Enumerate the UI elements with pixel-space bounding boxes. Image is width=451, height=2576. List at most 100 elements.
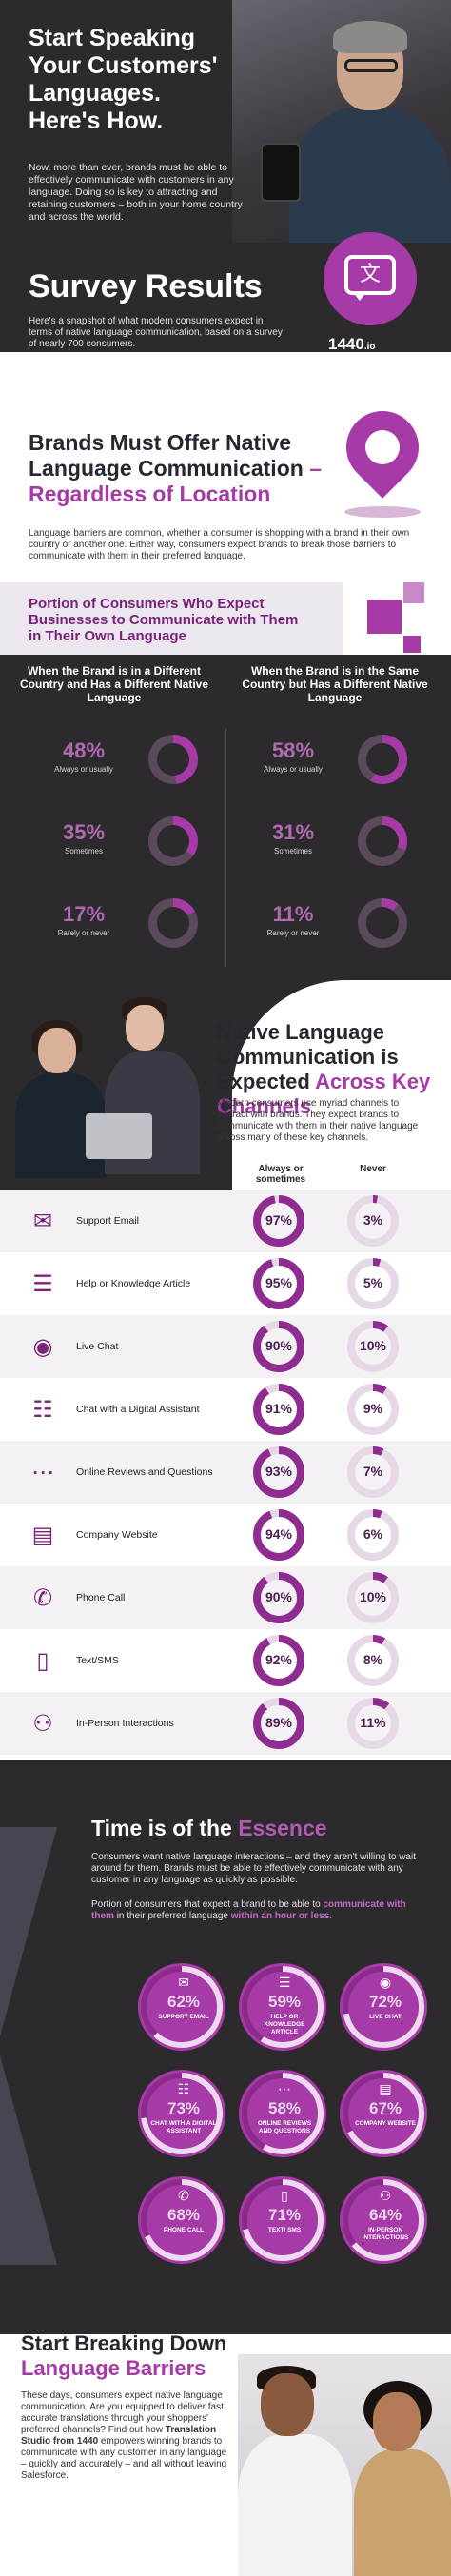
donut-arc <box>347 1509 399 1561</box>
stat-item: 17% Rarely or never <box>36 898 226 965</box>
channel-name: Company Website <box>76 1529 158 1541</box>
stat-item: 11% Rarely or never <box>245 898 436 965</box>
never-percent: 9% <box>363 1401 383 1416</box>
donut-arc <box>253 1635 304 1686</box>
channel-name: Online Reviews and Questions <box>76 1466 213 1478</box>
donut-arc <box>253 1572 304 1623</box>
location-pin-base <box>344 506 421 518</box>
donut-chart <box>253 1195 304 1247</box>
donut-arc <box>253 1384 304 1435</box>
table-row: ▯ Text/SMS 92% 8% <box>0 1629 451 1692</box>
donut-chart <box>347 1258 399 1309</box>
tile-icon: ⚇ <box>379 2189 392 2204</box>
donut-arc <box>253 1509 304 1561</box>
tile-label: HELP OR KNOWLEDGE ARTICLE <box>264 2014 305 2035</box>
footer-title: Start Breaking Down Language Barriers <box>21 2331 227 2380</box>
tile-label: ONLINE REVIEWS AND QUESTIONS <box>257 2120 312 2134</box>
donut-arc <box>347 1572 399 1623</box>
donut-arc <box>347 1698 399 1749</box>
never-percent: 5% <box>363 1275 383 1290</box>
tile-fill <box>239 1963 326 2051</box>
table-row: ◉ Live Chat 90% 10% <box>0 1315 451 1378</box>
always-percent: 97% <box>265 1212 293 1228</box>
tile-donut <box>138 1963 226 2051</box>
hourglass-graphic <box>0 1827 67 2284</box>
tile-donut <box>340 2070 427 2157</box>
table-row: ▤ Company Website 94% 6% <box>0 1504 451 1566</box>
stat-item: 58% Always or usually <box>245 735 436 801</box>
live-chat-icon: ◉ <box>32 1333 53 1360</box>
decor-square <box>403 636 421 653</box>
survey-title: Survey Results <box>29 268 263 305</box>
tile-icon: ☷ <box>177 2082 190 2097</box>
tile-arc <box>343 1966 424 2048</box>
tile-label: SUPPORT EMAIL <box>158 2014 209 2020</box>
donut-chart <box>347 1635 399 1686</box>
stat-label: Always or usually <box>264 765 323 774</box>
donut-arc <box>253 1258 304 1309</box>
channels-table: ✉ Support Email 97% 3% ☰ Help or Knowledge Ar… <box>0 1190 451 1755</box>
donut-arc <box>253 1195 304 1247</box>
hero-section: Start Speaking Your Customers' Languages… <box>0 0 451 352</box>
translate-icon: 文 <box>324 232 417 325</box>
donut-arc <box>347 1384 399 1435</box>
translation-studio-link[interactable]: Translation Studio from 1440 <box>21 2425 217 2447</box>
always-ring: 94% <box>253 1509 304 1561</box>
website-icon: ▤ <box>31 1522 54 1548</box>
always-ring: 95% <box>253 1258 304 1309</box>
table-row: ✉ Support Email 97% 3% <box>0 1190 451 1252</box>
donut-chart <box>148 898 198 948</box>
tile-donut <box>138 2070 226 2157</box>
donut-chart <box>253 1446 304 1498</box>
time-tile: ✉ 62% SUPPORT EMAIL <box>133 1958 234 2059</box>
never-ring: 7% <box>347 1446 399 1498</box>
donut-arc <box>358 898 407 948</box>
tile-icon: ✆ <box>178 2189 189 2204</box>
never-ring: 9% <box>347 1384 399 1435</box>
right-column-heading: When the Brand is in the Same Country bu… <box>242 664 428 704</box>
tile-fill <box>340 1963 427 2051</box>
donut-track <box>358 898 407 948</box>
time-title: Time is of the Essence <box>91 1816 327 1840</box>
always-ring: 93% <box>253 1446 304 1498</box>
donut-chart <box>358 735 407 784</box>
donut-arc <box>347 1635 399 1686</box>
tile-arc <box>242 2073 324 2154</box>
tile-donut <box>340 1963 427 2051</box>
tile-fill <box>340 2070 427 2157</box>
donut-chart <box>253 1509 304 1561</box>
tile-fill <box>340 2176 427 2264</box>
tile-donut <box>239 2176 326 2264</box>
tile-percent: 71% <box>267 2206 302 2224</box>
article-icon: ☰ <box>32 1270 53 1297</box>
stat-percent: 11% <box>272 902 314 926</box>
donut-chart <box>253 1384 304 1435</box>
tile-percent: 64% <box>368 2206 402 2224</box>
donut-arc <box>347 1258 399 1309</box>
table-row: ⚇ In-Person Interactions 89% 11% <box>0 1692 451 1755</box>
donut-arc <box>253 1321 304 1372</box>
donut-chart <box>347 1384 399 1435</box>
channel-name: Text/SMS <box>76 1655 119 1666</box>
table-row: ⋯ Online Reviews and Questions 93% 7% <box>0 1441 451 1504</box>
tile-percent: 72% <box>368 1993 402 2011</box>
channel-name: In-Person Interactions <box>76 1718 174 1729</box>
time-tile: ▯ 71% TEXT/ SMS <box>234 2172 335 2272</box>
always-percent: 93% <box>265 1464 293 1479</box>
tile-donut <box>239 2070 326 2157</box>
never-percent: 3% <box>363 1212 383 1228</box>
hero-photo <box>232 0 451 243</box>
sms-icon: ▯ <box>36 1647 49 1674</box>
always-ring: 90% <box>253 1572 304 1623</box>
never-percent: 10% <box>359 1589 387 1604</box>
stat-label: Sometimes <box>273 847 312 855</box>
never-percent: 10% <box>359 1338 387 1353</box>
stat-label: Rarely or never <box>57 929 110 937</box>
tile-arc <box>242 1966 324 2048</box>
reviews-icon: ⋯ <box>31 1459 54 1485</box>
portion-title: Portion of Consumers Who Expect Business… <box>29 596 299 644</box>
channel-name: Chat with a Digital Assistant <box>76 1404 200 1415</box>
native-description: Language barriers are common, whether a … <box>29 528 410 561</box>
time-tile: ◉ 72% LIVE CHAT <box>335 1958 436 2059</box>
